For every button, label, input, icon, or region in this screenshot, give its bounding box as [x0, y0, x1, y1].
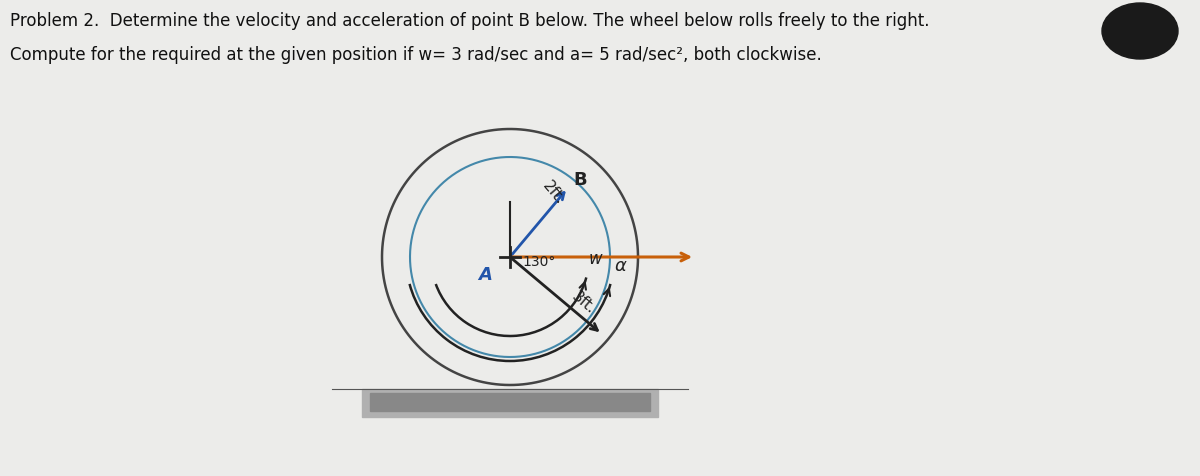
Bar [370, 393, 650, 411]
Text: B: B [574, 171, 588, 188]
Text: Problem 2.  Determine the velocity and acceleration of point B below. The wheel : Problem 2. Determine the velocity and ac… [10, 12, 930, 30]
Text: $\alpha$: $\alpha$ [614, 257, 628, 274]
Ellipse shape [1102, 4, 1178, 60]
Text: Compute for the required at the given position if w= 3 rad/sec and a= 5 rad/sec²: Compute for the required at the given po… [10, 46, 822, 64]
Bar [362, 389, 658, 417]
Text: w: w [588, 250, 602, 268]
Text: 3ft.: 3ft. [569, 288, 599, 317]
Text: 130°: 130° [522, 255, 556, 268]
Text: 2ft.: 2ft. [540, 178, 568, 207]
Text: A: A [478, 266, 492, 283]
